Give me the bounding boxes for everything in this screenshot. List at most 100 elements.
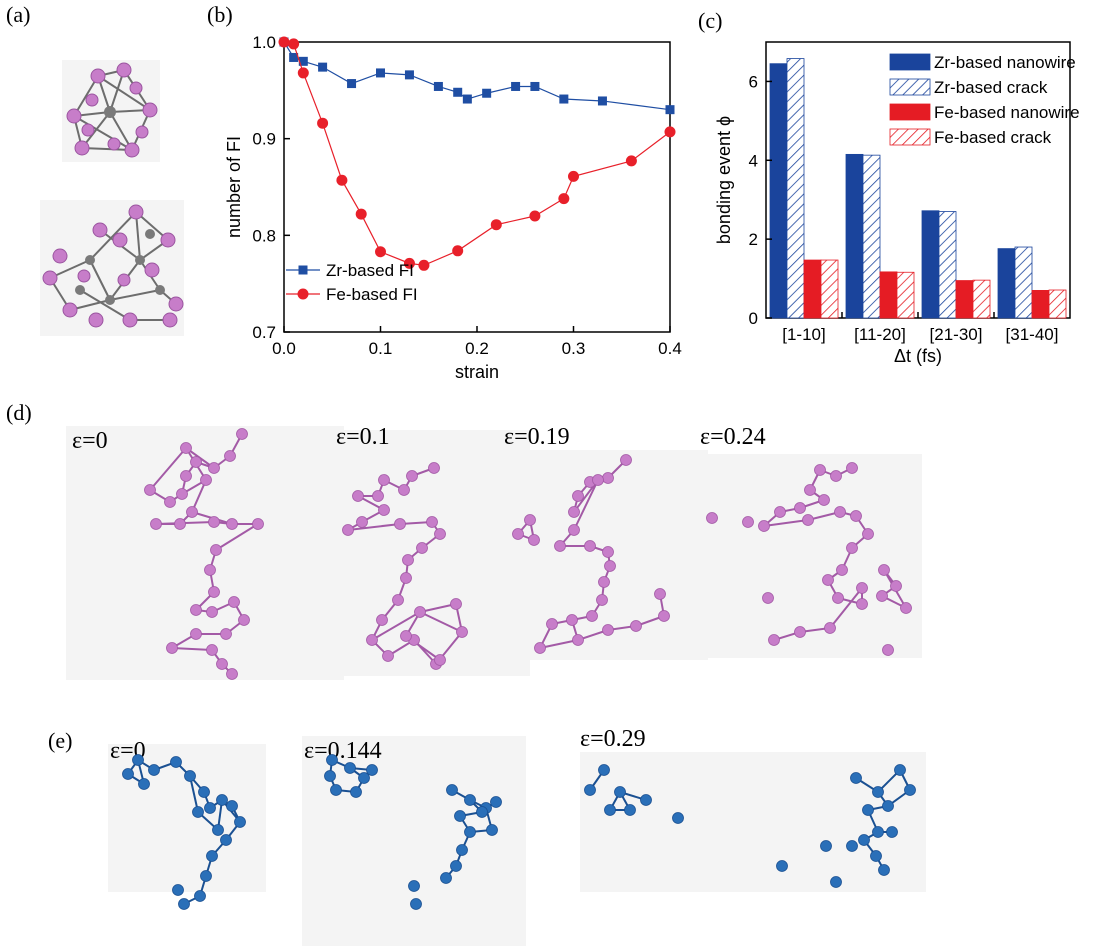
atom <box>372 490 384 502</box>
atom <box>344 762 356 774</box>
data-point-fe <box>336 174 348 186</box>
strain-label-d-3: ε=0.24 <box>700 424 766 450</box>
atom <box>604 560 616 572</box>
atom <box>850 510 862 522</box>
chain-d-2 <box>512 454 670 654</box>
atom <box>226 518 238 530</box>
atom <box>178 898 190 910</box>
atom <box>378 474 390 486</box>
atom <box>846 840 858 852</box>
y-tick-label: 1.0 <box>252 33 276 52</box>
data-point-fe <box>568 170 579 182</box>
bar <box>862 154 881 319</box>
atom <box>818 494 830 506</box>
atom <box>464 794 476 806</box>
legend-label: Fe-based crack <box>934 128 1052 147</box>
x-tick-label: [11-20] <box>854 325 906 344</box>
panel-label-a: (a) <box>6 2 31 27</box>
atom <box>598 764 610 776</box>
legend-swatch <box>889 128 931 146</box>
atom <box>164 496 176 508</box>
data-point-zr <box>530 81 540 91</box>
atom <box>192 806 204 818</box>
atom <box>382 650 394 662</box>
atom <box>630 620 642 632</box>
atom <box>512 528 524 540</box>
atom <box>200 474 212 486</box>
atom <box>554 540 566 552</box>
bond <box>419 611 463 633</box>
atom <box>876 590 888 602</box>
atom <box>148 764 160 776</box>
atom <box>212 824 224 836</box>
atom <box>602 546 614 558</box>
atom <box>820 840 832 852</box>
atom <box>794 626 806 638</box>
data-point-fe <box>418 259 430 271</box>
bond <box>763 519 809 527</box>
atom <box>402 554 414 566</box>
atom <box>572 634 584 646</box>
atom <box>836 564 848 576</box>
data-point-zr <box>298 56 308 66</box>
x-axis-label: strain <box>455 362 499 382</box>
panel-label-c: (c) <box>698 8 723 33</box>
atom <box>400 630 412 642</box>
atom <box>326 754 338 766</box>
atom <box>208 586 220 598</box>
atom <box>426 516 438 528</box>
x-tick-label: [1-10] <box>782 325 825 344</box>
atom <box>216 658 228 670</box>
atom <box>856 582 868 594</box>
atom <box>170 756 182 768</box>
atom <box>856 598 868 610</box>
legend-marker-zr <box>298 265 308 275</box>
panel-label-e: (e) <box>48 728 73 753</box>
atom <box>198 786 210 798</box>
strain-label-e-1: ε=0.144 <box>304 738 382 764</box>
atom <box>568 524 580 536</box>
panel-label-b: (b) <box>207 2 233 27</box>
snapshot-e-1 <box>302 736 526 946</box>
atom <box>490 796 502 808</box>
atom <box>378 504 390 516</box>
atom <box>226 800 238 812</box>
atom <box>456 626 468 638</box>
atom <box>184 770 196 782</box>
atom <box>356 516 368 528</box>
y-tick-label: 0.7 <box>252 323 276 342</box>
atom <box>252 518 264 530</box>
atom <box>234 816 246 828</box>
panel-label-d: (d) <box>6 400 32 425</box>
atom <box>392 594 404 606</box>
atom <box>220 834 232 846</box>
atom <box>180 442 192 454</box>
atom <box>226 668 238 680</box>
bond <box>215 523 259 551</box>
atom <box>186 506 198 518</box>
atom <box>572 490 584 502</box>
atom <box>216 794 228 806</box>
bar <box>786 58 805 319</box>
atom <box>238 614 250 626</box>
snapshot-d-0 <box>66 426 344 680</box>
atom <box>206 644 218 656</box>
legend-swatch <box>889 53 931 71</box>
atom <box>414 606 426 618</box>
atom <box>204 564 216 576</box>
bar <box>1048 289 1067 319</box>
atom <box>224 450 236 462</box>
atom <box>776 860 788 872</box>
atom <box>450 598 462 610</box>
atom <box>584 540 596 552</box>
atom <box>190 456 202 468</box>
atom <box>132 754 144 766</box>
x-tick-label: 0.1 <box>369 339 393 358</box>
atom <box>172 884 184 896</box>
atom <box>450 860 462 872</box>
atom <box>904 784 916 796</box>
x-tick-label: [21-30] <box>930 325 983 344</box>
atom <box>850 772 862 784</box>
